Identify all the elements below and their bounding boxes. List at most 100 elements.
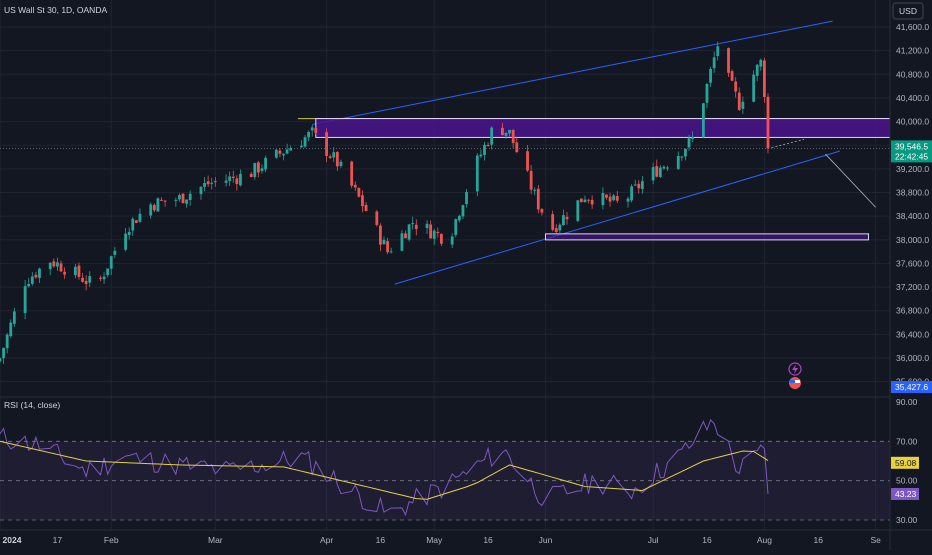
candle[interactable] [228, 171, 232, 186]
candle[interactable] [734, 77, 738, 98]
candle[interactable] [565, 211, 569, 225]
candle[interactable] [106, 268, 110, 278]
candle[interactable] [224, 174, 228, 187]
candle[interactable] [479, 149, 483, 159]
candle[interactable] [256, 160, 260, 178]
candle[interactable] [759, 58, 763, 71]
candle[interactable] [332, 147, 336, 163]
candle[interactable] [400, 230, 404, 252]
candle[interactable] [701, 102, 705, 139]
resistance-zone[interactable] [315, 118, 891, 138]
candle[interactable] [633, 179, 637, 186]
candle[interactable] [63, 267, 66, 279]
candle[interactable] [511, 129, 515, 149]
candle[interactable] [81, 273, 84, 283]
candle[interactable] [684, 148, 687, 161]
candle[interactable] [138, 208, 142, 223]
candle[interactable] [637, 180, 641, 194]
candle[interactable] [88, 271, 92, 287]
candle[interactable] [386, 237, 389, 255]
candle[interactable] [30, 272, 34, 286]
candle[interactable] [300, 140, 303, 148]
currency-button-label[interactable]: USD [899, 6, 917, 16]
candle[interactable] [102, 272, 106, 285]
candle[interactable] [38, 267, 41, 283]
candle[interactable] [239, 169, 242, 187]
candle[interactable] [515, 137, 519, 153]
candle[interactable] [540, 208, 544, 216]
candle[interactable] [457, 214, 461, 223]
rsi-layer[interactable] [0, 419, 769, 517]
candle[interactable] [34, 271, 38, 279]
candle[interactable] [307, 130, 311, 142]
candle[interactable] [325, 128, 328, 163]
candle[interactable] [113, 246, 117, 258]
support-zone[interactable] [544, 233, 869, 241]
candle[interactable] [188, 190, 192, 206]
candle[interactable] [303, 135, 307, 149]
candle[interactable] [160, 197, 163, 201]
candle[interactable] [77, 262, 81, 280]
candle[interactable] [640, 175, 644, 194]
candle[interactable] [651, 162, 655, 185]
candle[interactable] [314, 127, 318, 135]
projection-down-line[interactable] [825, 153, 876, 208]
candle[interactable] [282, 153, 285, 161]
candle[interactable] [23, 280, 27, 320]
candle[interactable] [213, 176, 217, 187]
candle[interactable] [56, 257, 59, 271]
candle[interactable] [680, 155, 684, 161]
rsi-line[interactable] [0, 419, 769, 517]
candle[interactable] [440, 233, 443, 246]
candle[interactable] [666, 165, 669, 172]
candle[interactable] [741, 96, 745, 115]
candle[interactable] [590, 195, 594, 209]
candle[interactable] [278, 148, 282, 158]
candle[interactable] [364, 202, 368, 212]
candle[interactable] [156, 197, 160, 212]
candle[interactable] [551, 210, 555, 232]
candle[interactable] [737, 87, 741, 111]
candle[interactable] [716, 41, 720, 61]
candle[interactable] [655, 159, 659, 178]
candle[interactable] [404, 230, 407, 239]
price-axis[interactable]: 41,600.0 41,200.0 40,800.0 40,400.0 40,000.0… [891, 22, 932, 393]
candle[interactable] [289, 145, 293, 151]
candle[interactable] [2, 347, 5, 364]
candle[interactable] [52, 258, 56, 268]
candle[interactable] [231, 170, 235, 183]
candle[interactable] [558, 223, 562, 236]
candle[interactable] [752, 70, 756, 103]
candle[interactable] [152, 203, 156, 213]
candle[interactable] [127, 227, 131, 240]
candle[interactable] [605, 193, 608, 200]
candle[interactable] [486, 142, 490, 147]
candle[interactable] [163, 200, 167, 207]
candle[interactable] [705, 82, 709, 108]
rsi-ma-line[interactable] [0, 440, 769, 500]
candle[interactable] [587, 199, 590, 204]
candle[interactable] [12, 307, 16, 328]
candle[interactable] [181, 193, 185, 204]
candle[interactable] [554, 224, 558, 234]
rsi-axis[interactable]: 90.00 70.00 50.00 30.00 59.08 43.23 [891, 397, 919, 525]
candle[interactable] [357, 187, 361, 198]
candle[interactable] [310, 124, 314, 137]
candle[interactable] [253, 162, 257, 180]
candle[interactable] [583, 195, 587, 203]
candle[interactable] [709, 66, 712, 87]
last-price-tag[interactable]: 39,546.522:42:45 [891, 140, 932, 163]
candle[interactable] [0, 357, 2, 363]
candle[interactable] [658, 165, 662, 178]
candle[interactable] [429, 220, 433, 239]
candle[interactable] [407, 223, 411, 242]
candle[interactable] [687, 134, 691, 151]
candle[interactable] [450, 233, 454, 249]
candle[interactable] [490, 126, 494, 150]
candle[interactable] [361, 190, 364, 213]
candle[interactable] [662, 165, 666, 170]
candle[interactable] [529, 165, 533, 195]
candle[interactable] [461, 204, 465, 220]
candle[interactable] [483, 141, 486, 161]
